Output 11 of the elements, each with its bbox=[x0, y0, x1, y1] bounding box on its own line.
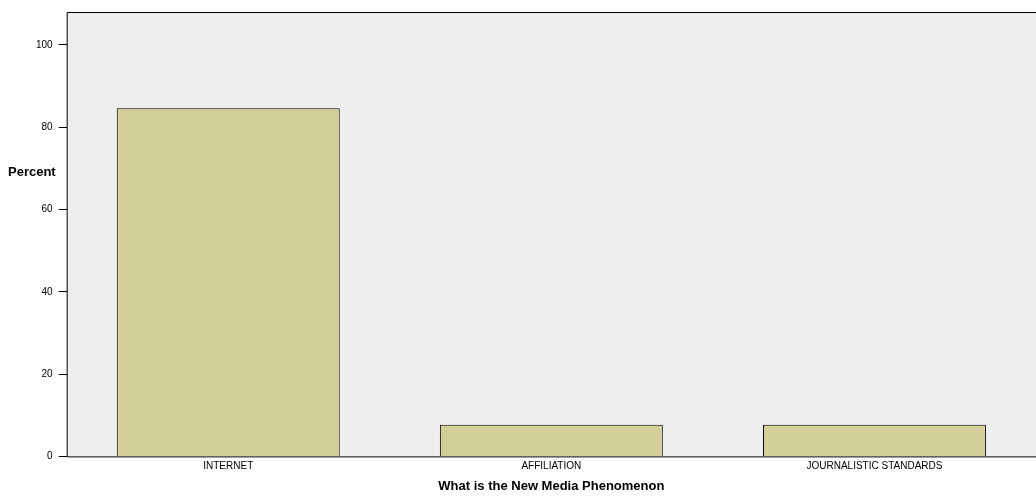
y-axis-title: Percent bbox=[8, 164, 57, 180]
y-tick-label: 80 bbox=[41, 120, 54, 132]
y-tick-label: 40 bbox=[41, 285, 54, 297]
x-tick-label: JOURNALISTIC STANDARDS bbox=[806, 460, 943, 472]
x-tick-label: INTERNET bbox=[203, 460, 254, 472]
y-tick-label: 0 bbox=[47, 450, 54, 462]
x-tick-label: AFFILIATION bbox=[521, 460, 582, 472]
x-axis-title: What is the New Media Phenomenon bbox=[438, 477, 665, 493]
y-tick-label: 20 bbox=[41, 367, 54, 379]
y-tick-label: 60 bbox=[41, 203, 54, 215]
y-tick-label: 100 bbox=[36, 38, 54, 50]
